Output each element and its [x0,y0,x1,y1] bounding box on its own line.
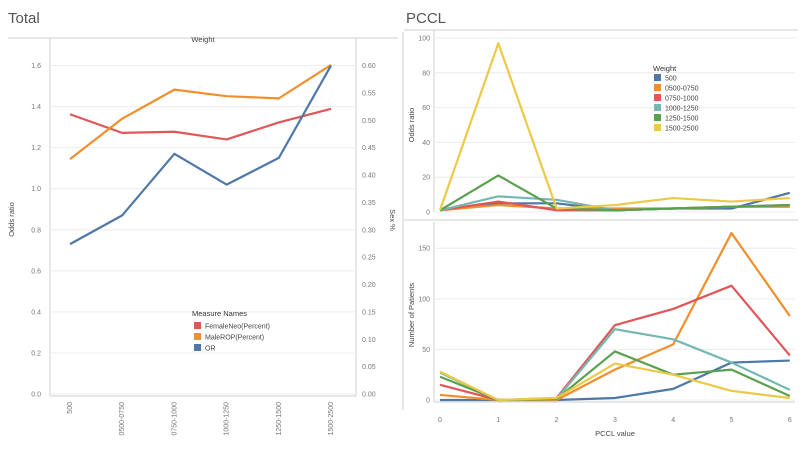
total-y-tick: 0.0 [31,392,41,399]
total-y-tick: 1.4 [31,104,41,111]
pccl-legend-label: 1250-1500 [665,116,699,123]
total-x-tick: 1250-1500 [276,402,283,436]
total-y-tick: 1.6 [31,63,41,70]
total-x-tick: 1000-1250 [224,402,231,436]
total-y2-axis-label: Sex % [388,209,397,231]
pccl-patients-series-line-0500-0750 [439,231,791,402]
total-y2-tick: 0.35 [362,200,376,207]
total-x-tick: 500 [67,402,74,414]
total-y2-tick: 0.05 [362,364,376,371]
pccl-legend-swatch [654,94,661,101]
pccl-or-series-line-1500-2500 [438,42,790,211]
pccl-legend-label: 1000-1250 [665,106,699,113]
total-y-tick: 0.8 [31,227,41,234]
pccl-or-y-tick: 60 [422,105,430,112]
pccl-or-y-tick: 20 [422,175,430,182]
total-y-tick: 0.2 [31,350,41,357]
total-legend-swatch [194,322,201,329]
pccl-patients-y-tick: 100 [418,296,430,303]
pccl-legend-swatch [654,114,661,121]
total-y2-tick: 0.00 [362,392,376,399]
pccl-legend-swatch [654,84,661,91]
pccl-legend-label: 1500-2500 [665,126,699,133]
total-y-tick: 1.0 [31,186,41,193]
pccl-or-series-line-1250-1500 [439,174,790,212]
total-y-tick: 0.4 [31,309,41,316]
pccl-or-y-tick: 0 [426,210,430,217]
pccl-or-y-axis-label: Odds ratio [407,108,416,143]
pccl-x-axis-label: PCCL value [595,429,635,438]
pccl-x-tick: 2 [555,417,559,424]
pccl-legend-title: Weight [653,64,677,73]
pccl-x-tick: 4 [671,417,675,424]
total-y-tick: 0.6 [31,268,41,275]
total-y2-tick: 0.10 [362,337,376,344]
total-legend-swatch [194,344,201,351]
pccl-patients-series-line-1500-2500 [439,362,790,402]
pccl-or-y-tick: 40 [422,140,430,147]
pccl-or-y-tick: 80 [422,70,430,77]
pccl-x-tick: 0 [438,417,442,424]
total-legend-label: OR [205,346,216,353]
total-series-line-or [69,64,332,246]
total-series-line-femaleneo-percent [69,107,332,141]
total-y-tick: 1.2 [31,145,41,152]
pccl-legend-swatch [654,124,661,131]
total-y2-tick: 0.30 [362,227,376,234]
pccl-panel-title: PCCL [406,10,447,27]
total-y2-tick: 0.60 [362,63,376,70]
total-y2-tick: 0.20 [362,282,376,289]
total-x-tick: 0750-1000 [171,402,178,436]
total-legend-title: Measure Names [192,309,247,318]
total-y2-tick: 0.25 [362,255,376,262]
pccl-legend-swatch [654,74,661,81]
total-legend-label: MaleROP(Percent) [205,335,264,342]
total-legend-swatch [194,333,201,340]
pccl-x-tick: 3 [613,417,617,424]
total-y-axis-label: Odds ratio [7,202,16,237]
pccl-patients-y-tick: 50 [422,347,430,354]
pccl-patients-y-tick: 0 [426,398,430,405]
pccl-patients-y-axis-label: Number of Patients [407,283,416,347]
pccl-legend-label: 500 [665,76,677,83]
pccl-x-tick: 1 [496,417,500,424]
pccl-legend-label: 0750-1000 [665,96,699,103]
total-legend-label: FemaleNeo(Percent) [205,324,270,331]
total-series-line-malerop-percent [69,64,332,161]
pccl-legend-swatch [654,104,661,111]
pccl-or-y-tick: 100 [418,36,430,43]
pccl-patients-series-line-0750-1000 [439,284,791,402]
total-y2-tick: 0.50 [362,118,376,125]
total-y2-tick: 0.40 [362,173,376,180]
pccl-patients-series-line-1250-1500 [439,350,791,402]
total-y2-tick: 0.45 [362,145,376,152]
pccl-x-tick: 5 [730,417,734,424]
total-x-tick: 1500-2500 [328,402,335,436]
total-chart-title: Weight [191,35,215,44]
pccl-patients-y-tick: 150 [418,246,430,253]
total-panel-title: Total [8,10,40,27]
total-y2-tick: 0.15 [362,309,376,316]
total-y2-tick: 0.55 [362,90,376,97]
pccl-x-tick: 6 [788,417,792,424]
total-x-tick: 0500-0750 [119,402,126,436]
pccl-legend-label: 0500-0750 [665,86,699,93]
